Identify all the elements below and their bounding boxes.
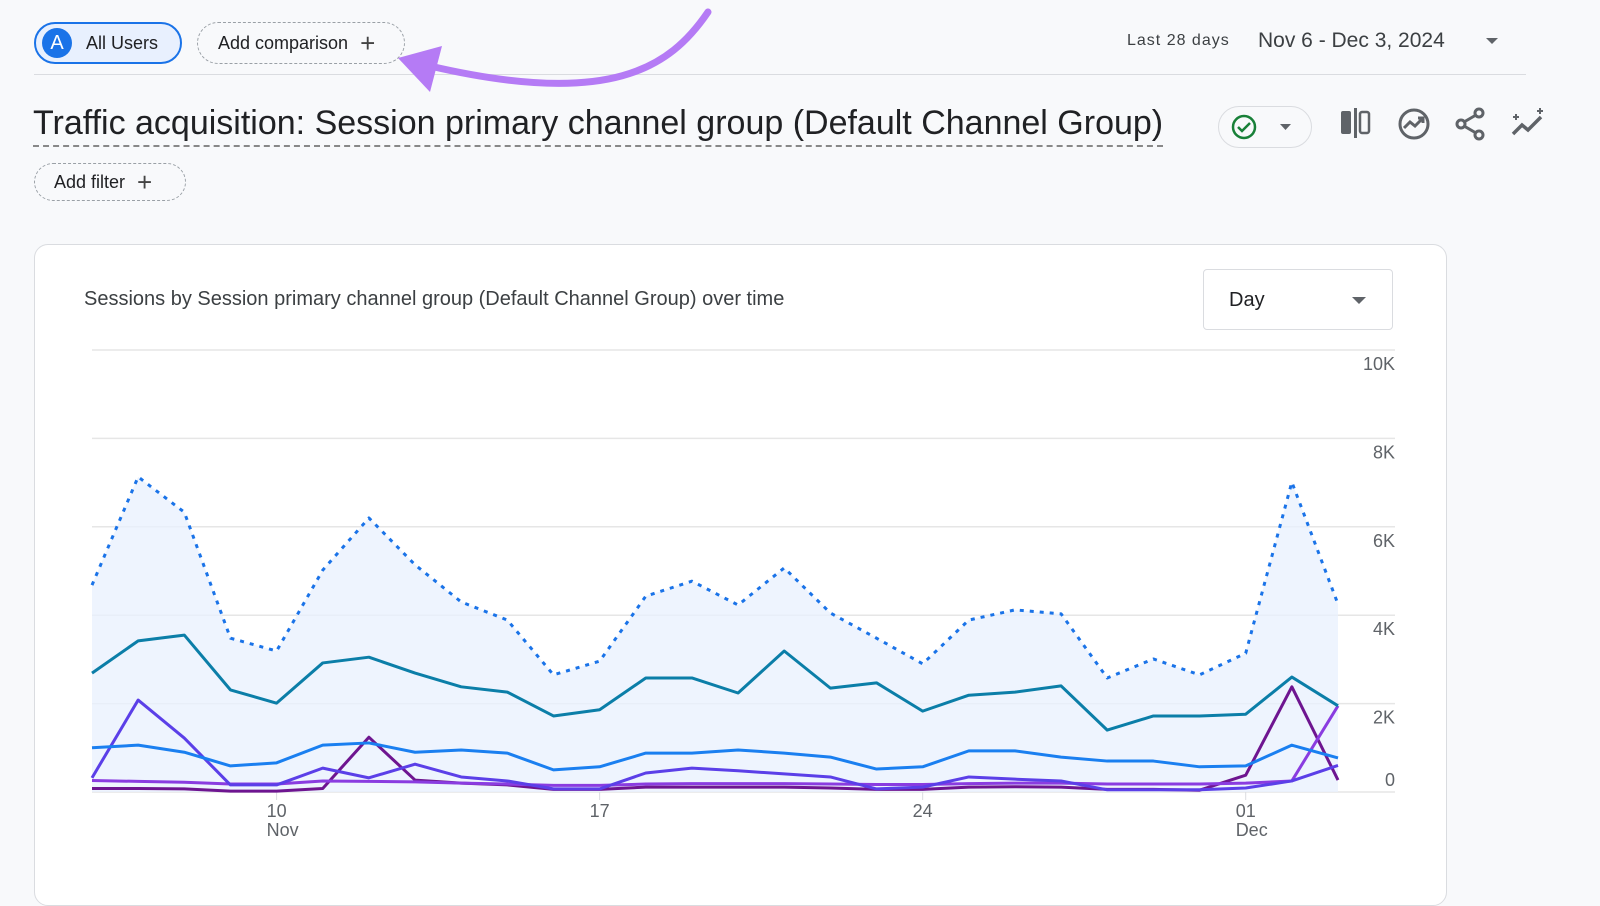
x-tick-sublabel: Dec [1236, 820, 1268, 840]
date-range-label: Last 28 days [1127, 32, 1230, 49]
series-line [91, 633, 1339, 732]
add-filter-button[interactable]: Add filter + [34, 163, 186, 201]
x-tick-label: 24 [913, 801, 933, 821]
series-area [92, 476, 1338, 792]
date-range-picker[interactable]: Nov 6 - Dec 3, 2024 [1258, 29, 1445, 52]
plus-icon: + [360, 27, 376, 58]
report-status-dropdown[interactable] [1218, 106, 1312, 148]
segment-avatar: A [42, 28, 72, 58]
chart-title: Sessions by Session primary channel grou… [84, 288, 785, 310]
x-tick-label: 01 [1236, 801, 1256, 821]
segment-label: All Users [86, 32, 159, 53]
x-tick-label: 17 [590, 801, 610, 821]
compare-columns-icon[interactable] [1338, 106, 1374, 142]
annotation-arrow [398, 8, 712, 92]
x-tick-sublabel: Nov [267, 820, 299, 840]
sparkle-trend-icon[interactable] [1510, 106, 1546, 142]
caret-down-icon [1352, 297, 1366, 304]
insights-icon[interactable] [1396, 106, 1432, 142]
check-circle-icon [1231, 114, 1291, 140]
divider [34, 74, 1526, 75]
series-line [91, 741, 1339, 772]
y-tick-label: 2K [1373, 708, 1395, 728]
series-line [90, 698, 1339, 792]
add-comparison-label: Add comparison [218, 32, 349, 53]
add-filter-label: Add filter [54, 171, 126, 192]
series-line [91, 705, 1340, 787]
caret-down-icon[interactable] [1486, 38, 1498, 44]
granularity-select[interactable]: Day [1203, 269, 1393, 330]
y-tick-label: 4K [1373, 619, 1395, 639]
granularity-value: Day [1229, 289, 1265, 311]
y-tick-label: 0 [1385, 770, 1395, 790]
share-icon[interactable] [1453, 106, 1489, 142]
plus-icon: + [137, 166, 153, 197]
y-tick-label: 10K [1363, 354, 1395, 374]
page-title[interactable]: Traffic acquisition: Session primary cha… [33, 104, 1164, 147]
chart-card [34, 244, 1447, 906]
x-tick-label: 10 [267, 801, 287, 821]
segment-chip-all-users[interactable]: A All Users [34, 22, 182, 64]
y-tick-label: 6K [1373, 531, 1395, 551]
add-comparison-button[interactable]: Add comparison + [197, 22, 405, 64]
y-tick-label: 8K [1373, 442, 1395, 462]
